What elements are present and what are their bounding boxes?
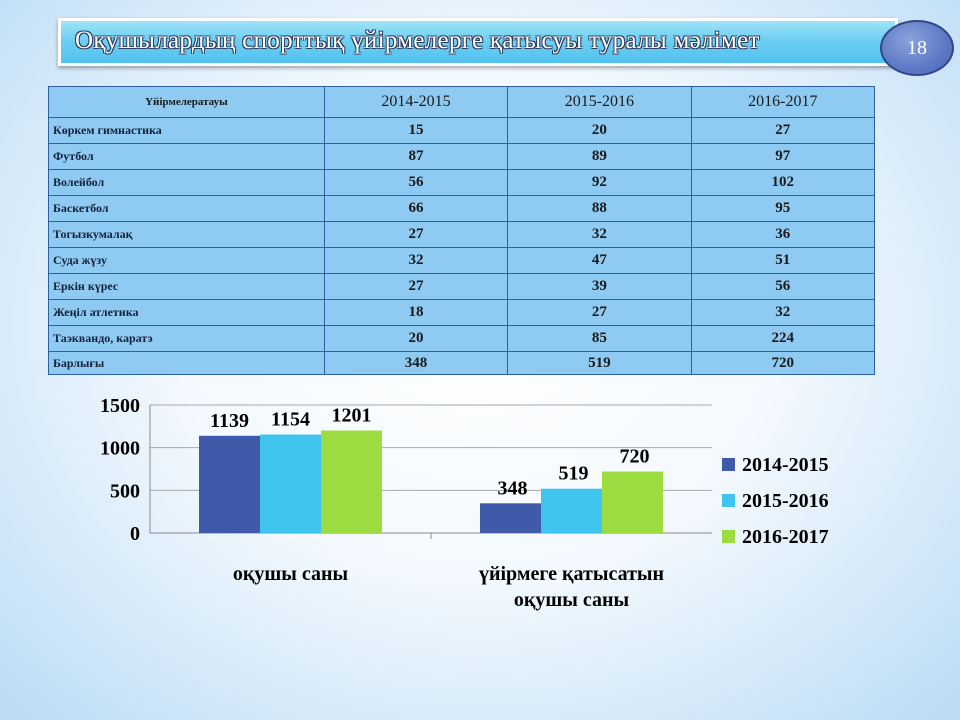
table-row: Жеңіл атлетика 18 27 32 (48, 299, 876, 326)
cell-value: 85 (507, 325, 692, 352)
table-header-row: Үйірмелератауы 2014-2015 2015-2016 2016-… (48, 86, 876, 118)
cell-value: 56 (690, 273, 876, 300)
y-tick-label: 1500 (100, 395, 140, 417)
data-label: 348 (498, 477, 528, 499)
cell-value: 27 (507, 299, 692, 326)
club-name: Футбол (48, 143, 325, 170)
header-year: 2016-2017 (690, 86, 876, 118)
table-row: Еркін күрес 27 39 56 (48, 273, 876, 300)
table-row: Суда жүзу 32 47 51 (48, 247, 876, 274)
legend-swatch (722, 494, 735, 507)
data-label: 1201 (332, 405, 372, 427)
table-row: Футбол 87 89 97 (48, 143, 876, 170)
x-category-label: үйірмеге қатысатын (479, 563, 664, 585)
x-category-label: оқушы саны (514, 589, 630, 611)
club-name: Жеңіл атлетика (48, 299, 325, 326)
club-name: Еркін күрес (48, 273, 325, 300)
legend-label: 2016-2017 (742, 526, 829, 548)
cell-value: 720 (690, 351, 876, 375)
legend-swatch (722, 458, 735, 471)
bar (260, 434, 321, 533)
bar (541, 488, 602, 533)
data-label: 1139 (210, 410, 249, 432)
cell-value: 92 (507, 169, 692, 196)
bar (199, 435, 260, 533)
cell-value: 348 (323, 351, 509, 375)
cell-value: 32 (507, 221, 692, 248)
club-name: Суда жүзу (48, 247, 325, 274)
page-number-badge: 18 (880, 20, 954, 76)
table-total-row: Барлығы 348 519 720 (48, 351, 876, 375)
clubs-table: Үйірмелератауы 2014-2015 2015-2016 2016-… (48, 86, 876, 375)
club-name: Таэквандо, каратэ (48, 325, 325, 352)
data-label: 720 (620, 446, 650, 468)
y-tick-label: 1000 (100, 438, 140, 460)
club-name: Тогызкумалақ (48, 221, 325, 248)
cell-value: 51 (690, 247, 876, 274)
club-name: Барлығы (48, 351, 325, 375)
header-club-name: Үйірмелератауы (48, 86, 325, 118)
bar (602, 471, 663, 533)
club-name: Волейбол (48, 169, 325, 196)
legend-label: 2015-2016 (742, 490, 829, 512)
cell-value: 20 (507, 117, 692, 144)
cell-value: 36 (690, 221, 876, 248)
data-label: 519 (559, 463, 589, 485)
cell-value: 519 (507, 351, 692, 375)
legend-swatch (722, 530, 735, 543)
table-row: Тогызкумалақ 27 32 36 (48, 221, 876, 248)
table-row: Көркем гимнастика 15 20 27 (48, 117, 876, 144)
cell-value: 102 (690, 169, 876, 196)
slide-title: Оқушылардың спорттық үйірмелерге қатысуы… (75, 27, 760, 54)
table-row: Волейбол 56 92 102 (48, 169, 876, 196)
y-tick-label: 0 (130, 523, 140, 545)
data-label: 1154 (271, 409, 310, 431)
cell-value: 95 (690, 195, 876, 222)
cell-value: 88 (507, 195, 692, 222)
bar (480, 503, 541, 533)
legend-label: 2014-2015 (742, 454, 829, 476)
title-bar: Оқушылардың спорттық үйірмелерге қатысуы… (58, 18, 898, 66)
club-name: Баскетбол (48, 195, 325, 222)
y-tick-label: 500 (110, 480, 140, 502)
cell-value: 32 (323, 247, 509, 274)
bar (321, 430, 382, 533)
x-category-label: оқушы саны (233, 563, 349, 585)
